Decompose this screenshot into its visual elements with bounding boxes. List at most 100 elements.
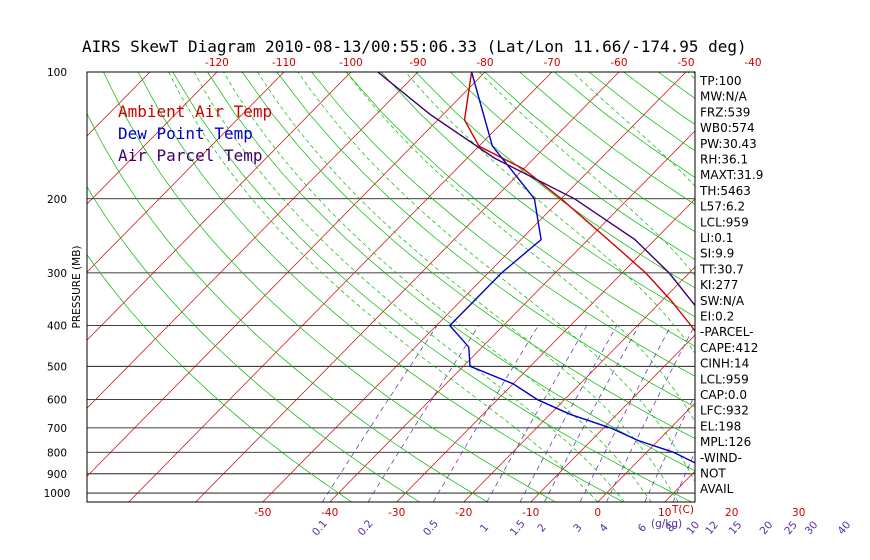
mixing-ratio-line	[322, 325, 438, 502]
grid-lines	[87, 72, 870, 503]
moist-adiabat-line	[807, 72, 866, 502]
mixing-ratio-tick-label: 25	[782, 519, 800, 537]
moist-adiabat-line	[168, 72, 598, 502]
top-temp-tick-label: -70	[543, 57, 560, 69]
index-item: PW:30.43	[700, 137, 757, 151]
mixing-ratio-unit-label: (g/kg)	[651, 518, 682, 530]
isotherm-line	[396, 198, 695, 502]
mixing-ratio-tick-label: 0.5	[421, 518, 441, 539]
dry-adiabat-line	[87, 254, 352, 502]
index-item: AVAIL	[700, 482, 734, 496]
index-item: -PARCEL-	[700, 325, 754, 339]
dry-adiabat-line	[87, 185, 420, 502]
index-item: RH:36.1	[700, 153, 748, 167]
isotherm-line	[530, 334, 695, 502]
bottom-temp-tick-label: 20	[725, 507, 738, 519]
bottom-temp-tick-label: -20	[455, 507, 472, 519]
moist-adiabat-line	[346, 72, 695, 423]
top-temp-tick-label: -40	[744, 57, 761, 69]
pressure-axis: 100 200 300 400 500 600 700 800 900 1000	[44, 67, 71, 500]
index-item: LCL:959	[700, 372, 749, 386]
legend-entry: Dew Point Temp	[118, 124, 253, 143]
mixing-ratio-line	[644, 393, 695, 502]
mixing-ratio-line	[793, 326, 861, 503]
isotherm-line	[87, 72, 285, 273]
index-item: NOT	[700, 467, 726, 481]
dry-adiabat-line	[276, 72, 695, 408]
x-axis-label: T(C)	[671, 504, 694, 516]
index-item: FRZ:539	[700, 105, 750, 119]
index-item: TP:100	[699, 74, 742, 88]
pressure-tick-label: 500	[47, 361, 67, 373]
plot-frame	[86, 71, 696, 503]
moist-adiabat-line	[297, 72, 695, 483]
mixing-ratio-line	[672, 451, 695, 502]
mixing-ratio-line	[544, 325, 640, 502]
y-axis-label: PRESSURE (MB)	[71, 245, 83, 328]
isotherm-line	[866, 72, 870, 502]
mixing-ratio-tick-label: 3	[571, 522, 584, 535]
top-temp-tick-label: -80	[476, 57, 493, 69]
mixing-ratio-line	[579, 325, 672, 502]
isotherm-line	[87, 72, 486, 477]
bottom-temp-tick-label: 30	[792, 507, 805, 519]
index-item: MW:N/A	[700, 90, 748, 104]
pressure-tick-label: 200	[47, 194, 67, 206]
mixing-ratio-tick-label: 40	[836, 519, 854, 537]
index-item: SI:9.9	[700, 247, 734, 261]
top-temp-tick-label: -50	[677, 57, 694, 69]
index-item: CINH:14	[700, 357, 749, 371]
dry-adiabat-line	[450, 72, 695, 260]
sounding-series	[377, 72, 695, 464]
mixing-ratio-tick-label: 1	[478, 522, 491, 535]
isotherm-line	[329, 130, 695, 502]
dry-adiabat-line	[87, 113, 488, 502]
mixing-ratio-tick-label: 1.5	[508, 518, 528, 539]
dry-adiabat-line	[762, 72, 870, 502]
mixing-ratio-line	[367, 325, 480, 502]
dry-adiabat-line	[415, 72, 695, 289]
index-item: CAP:0.0	[700, 388, 747, 402]
dry-adiabat-line	[797, 72, 870, 502]
dew-point-line	[448, 72, 695, 464]
dry-adiabat-line	[345, 72, 695, 347]
isotherm-line	[262, 72, 687, 502]
dry-adiabat-line	[658, 72, 695, 99]
dry-adiabat-line	[172, 72, 692, 502]
dry-adiabat-line	[832, 72, 870, 502]
isotherm-line	[664, 470, 695, 502]
index-item: KI:277	[700, 278, 738, 292]
top-temp-tick-label: -120	[205, 57, 229, 69]
index-item: CAPE:412	[700, 341, 758, 355]
mixing-ratio-line	[432, 325, 539, 502]
bottom-temp-axis: -50 -40 -30 -20 -10 0 10 20 30	[254, 507, 805, 519]
mixing-ratio-tick-label: 30	[803, 519, 821, 537]
pressure-tick-label: 600	[47, 395, 67, 407]
index-item: TH:5463	[699, 184, 751, 198]
dry-adiabat-line	[484, 72, 695, 233]
isotherm-line	[597, 402, 695, 502]
pressure-tick-label: 700	[47, 423, 67, 435]
pressure-tick-label: 100	[47, 67, 67, 79]
mixing-ratio-line	[847, 326, 870, 503]
index-item: WB0:574	[700, 121, 755, 135]
index-item: MPL:126	[700, 435, 751, 449]
bottom-temp-tick-label: -10	[522, 507, 539, 519]
mixing-ratio-tick-label: 0.1	[310, 518, 330, 539]
mixing-ratio-tick-label: 15	[727, 519, 745, 537]
top-temp-axis: -120 -110 -100 -90 -80 -70 -60 -50 -40	[205, 57, 762, 69]
bottom-temp-tick-label: -40	[321, 507, 338, 519]
isotherm-line	[87, 72, 419, 409]
index-item: EL:198	[700, 419, 741, 433]
mixing-ratio-line	[814, 326, 870, 503]
mixing-ratio-tick-label: 6	[636, 521, 650, 534]
pressure-tick-label: 1000	[44, 488, 71, 500]
bottom-temp-tick-label: 0	[594, 507, 601, 519]
mixing-ratio-tick-label: 2	[535, 522, 548, 535]
index-item: L57:6.2	[700, 200, 745, 214]
pressure-tick-label: 300	[47, 268, 67, 280]
dry-adiabat-line	[380, 72, 695, 318]
parcel-temp-line	[377, 72, 695, 307]
